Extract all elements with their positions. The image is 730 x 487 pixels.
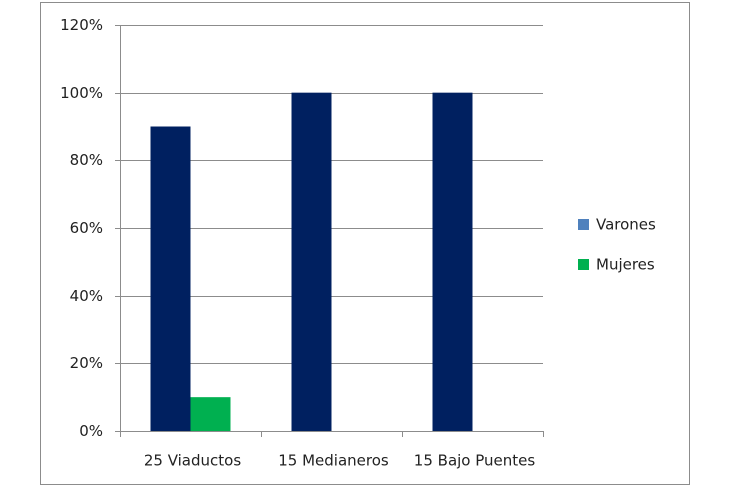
x-tick-label: 15 Medianeros	[278, 452, 389, 470]
x-tick-label: 25 Viaductos	[144, 452, 241, 470]
y-tick-label: 80%	[70, 151, 103, 169]
bar	[150, 126, 191, 431]
legend-swatch	[578, 219, 589, 230]
bar	[432, 92, 473, 432]
legend-label: Mujeres	[596, 256, 655, 274]
y-tick-label: 20%	[70, 354, 103, 372]
y-tick-label: 40%	[70, 287, 103, 305]
chart-frame	[40, 2, 690, 485]
y-tick-label: 60%	[70, 219, 103, 237]
x-tick-label: 15 Bajo Puentes	[414, 452, 536, 470]
y-tick-label: 120%	[60, 16, 103, 34]
y-tick-label: 100%	[60, 84, 103, 102]
bar	[291, 92, 332, 432]
bar	[190, 397, 231, 431]
legend-swatch	[578, 259, 589, 270]
y-tick-label: 0%	[79, 422, 103, 440]
legend-label: Varones	[596, 216, 656, 234]
